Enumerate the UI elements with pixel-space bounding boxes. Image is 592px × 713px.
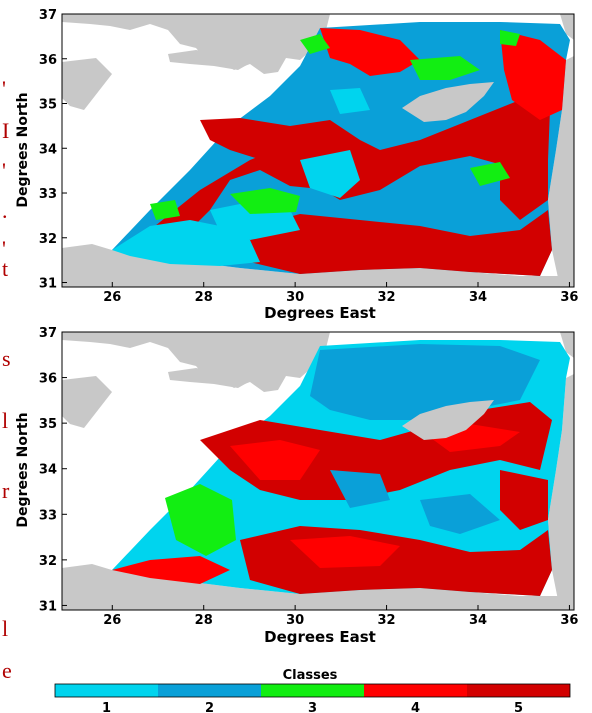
colorbar-label: 2 bbox=[205, 701, 214, 713]
land-areas bbox=[62, 332, 574, 610]
edge-glyph: ' bbox=[2, 76, 6, 101]
y-tick-label: 31 bbox=[39, 599, 57, 614]
land-levant bbox=[548, 56, 574, 287]
map-frame bbox=[61, 13, 575, 288]
land-greece bbox=[62, 332, 330, 392]
class-domain-bottom bbox=[112, 340, 570, 596]
axis-ticks-bottom: 26 28 30 32 34 36 31 32 33 34 35 36 37 bbox=[39, 326, 579, 628]
y-tick-label: 36 bbox=[39, 53, 57, 68]
x-tick-label: 28 bbox=[195, 290, 213, 305]
y-axis-label: Degrees North bbox=[15, 92, 31, 207]
colorbar-segment-class-1 bbox=[55, 684, 158, 697]
x-tick-label: 32 bbox=[378, 290, 396, 305]
x-tick-label: 30 bbox=[286, 290, 304, 305]
edge-glyph: r bbox=[2, 478, 10, 503]
colorbar-segment-class-4 bbox=[364, 684, 467, 697]
land-levant bbox=[548, 374, 574, 610]
colorbar-segment-class-5 bbox=[467, 684, 570, 697]
edge-glyph: l bbox=[2, 616, 9, 641]
land-crete bbox=[168, 368, 252, 388]
edge-glyph: l bbox=[2, 408, 9, 433]
y-tick-label: 33 bbox=[39, 187, 57, 202]
x-tick-label: 28 bbox=[195, 613, 213, 628]
land-africa bbox=[62, 564, 574, 610]
x-tick-label: 36 bbox=[560, 290, 578, 305]
x-tick-label: 34 bbox=[469, 613, 487, 628]
y-tick-label: 34 bbox=[39, 463, 57, 478]
colorbar-segment-class-3 bbox=[261, 684, 364, 697]
axis-ticks-top: 26 28 30 32 34 36 31 32 33 34 35 36 37 bbox=[39, 8, 579, 305]
land-peloponnese bbox=[62, 58, 112, 110]
edge-glyph: t bbox=[2, 256, 9, 281]
y-tick-label: 37 bbox=[39, 8, 57, 23]
y-tick-label: 34 bbox=[39, 142, 57, 157]
colorbar-label: 1 bbox=[102, 701, 111, 713]
y-tick-label: 37 bbox=[39, 326, 57, 341]
edge-glyph: ' bbox=[2, 236, 6, 261]
y-axis-label: Degrees North bbox=[15, 412, 31, 527]
x-axis-label: Degrees East bbox=[264, 304, 376, 322]
land-africa bbox=[62, 244, 574, 287]
colorbar-labels: 1 2 3 4 5 bbox=[102, 701, 523, 713]
map-frame bbox=[61, 331, 575, 611]
y-tick-label: 35 bbox=[39, 417, 57, 432]
x-tick-label: 26 bbox=[103, 290, 121, 305]
x-axis-label: Degrees East bbox=[264, 628, 376, 646]
land-peloponnese bbox=[62, 376, 112, 428]
colorbar-label: 3 bbox=[308, 701, 317, 713]
y-tick-label: 32 bbox=[39, 554, 57, 569]
colorbar-segments bbox=[55, 684, 570, 697]
y-tick-label: 33 bbox=[39, 508, 57, 523]
colorbar-label: 5 bbox=[514, 701, 523, 713]
edge-glyph: . bbox=[2, 198, 8, 223]
colorbar-title: Classes bbox=[283, 668, 338, 683]
colorbar-label: 4 bbox=[411, 701, 420, 713]
land-turkey bbox=[560, 14, 574, 40]
edge-glyph: ' bbox=[2, 158, 6, 183]
edge-glyph: s bbox=[2, 346, 11, 371]
edge-glyph: e bbox=[2, 658, 12, 683]
x-tick-label: 30 bbox=[286, 613, 304, 628]
x-tick-label: 32 bbox=[378, 613, 396, 628]
y-tick-label: 35 bbox=[39, 98, 57, 113]
x-tick-label: 34 bbox=[469, 290, 487, 305]
y-tick-label: 32 bbox=[39, 232, 57, 247]
x-tick-label: 36 bbox=[560, 613, 578, 628]
class-domain-top bbox=[112, 22, 570, 276]
colorbar-frame bbox=[54, 683, 571, 698]
colorbar-segment-class-2 bbox=[158, 684, 261, 697]
x-tick-label: 26 bbox=[103, 613, 121, 628]
land-turkey bbox=[560, 332, 574, 358]
edge-glyph: I bbox=[2, 118, 10, 143]
colorbar: Classes 1 2 3 4 5 bbox=[54, 668, 571, 713]
y-tick-label: 31 bbox=[39, 277, 57, 292]
land-crete bbox=[168, 50, 252, 70]
land-greece bbox=[62, 14, 330, 74]
y-tick-label: 36 bbox=[39, 372, 57, 387]
